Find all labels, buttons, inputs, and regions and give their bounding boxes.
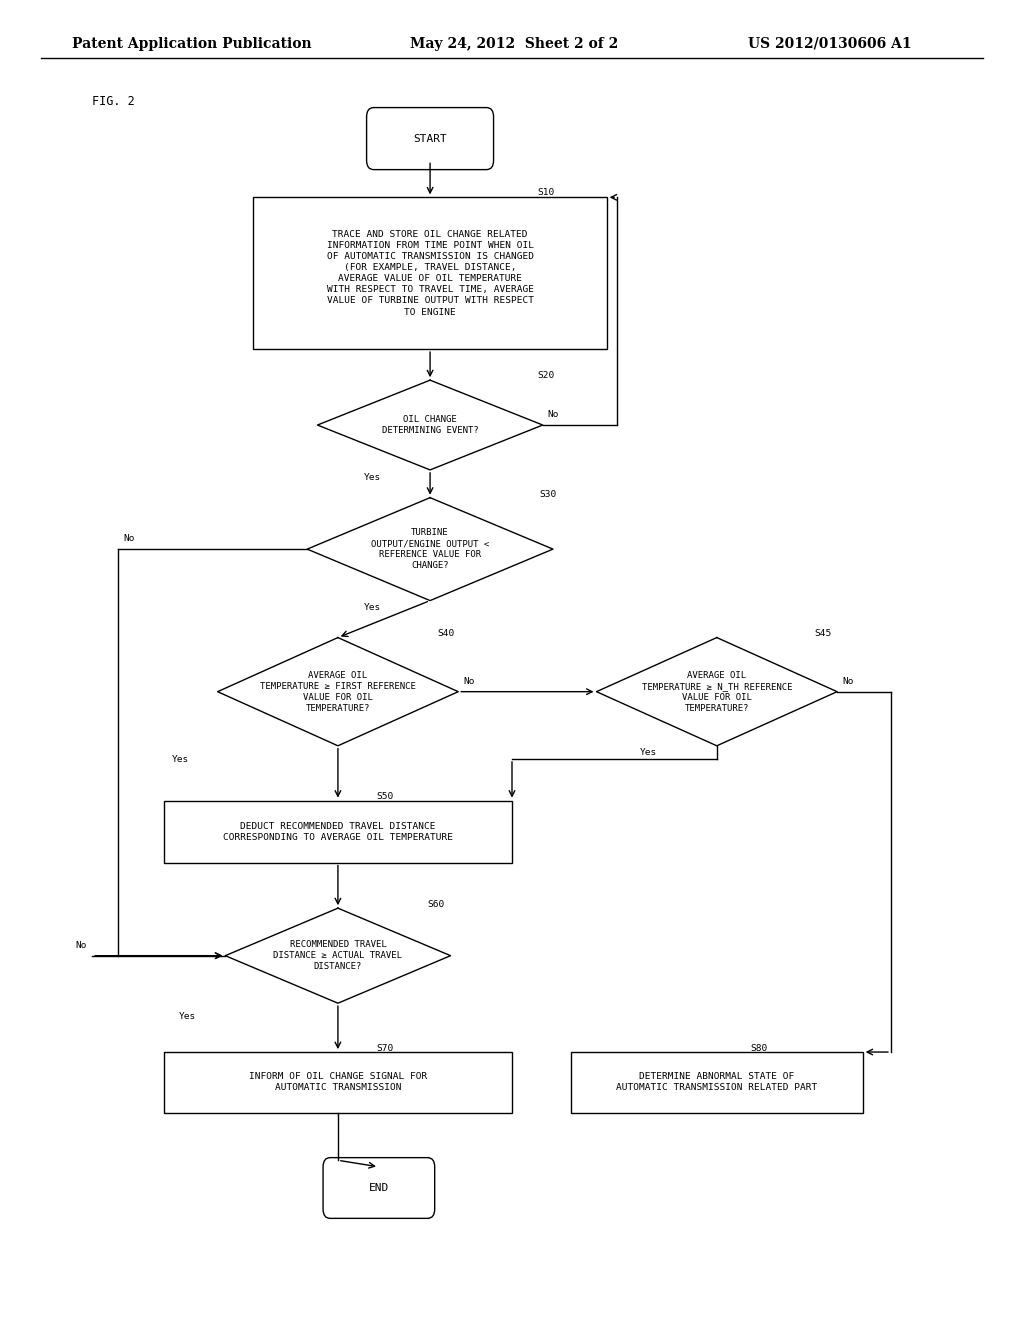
Text: Yes: Yes bbox=[179, 1012, 197, 1020]
Text: INFORM OF OIL CHANGE SIGNAL FOR
AUTOMATIC TRANSMISSION: INFORM OF OIL CHANGE SIGNAL FOR AUTOMATI… bbox=[249, 1072, 427, 1093]
FancyBboxPatch shape bbox=[324, 1158, 434, 1218]
Text: No: No bbox=[842, 677, 854, 685]
Text: Yes: Yes bbox=[172, 755, 188, 763]
Text: US 2012/0130606 A1: US 2012/0130606 A1 bbox=[748, 37, 911, 51]
Text: S80: S80 bbox=[751, 1044, 768, 1053]
Text: S70: S70 bbox=[377, 1044, 394, 1053]
Text: No: No bbox=[76, 941, 87, 949]
Text: OIL CHANGE
DETERMINING EVENT?: OIL CHANGE DETERMINING EVENT? bbox=[382, 414, 478, 436]
Text: S50: S50 bbox=[377, 792, 394, 801]
Text: S40: S40 bbox=[437, 628, 455, 638]
Text: Yes: Yes bbox=[364, 603, 381, 611]
Text: RECOMMENDED TRAVEL
DISTANCE ≥ ACTUAL TRAVEL
DISTANCE?: RECOMMENDED TRAVEL DISTANCE ≥ ACTUAL TRA… bbox=[273, 940, 402, 972]
Text: TRACE AND STORE OIL CHANGE RELATED
INFORMATION FROM TIME POINT WHEN OIL
OF AUTOM: TRACE AND STORE OIL CHANGE RELATED INFOR… bbox=[327, 230, 534, 317]
Text: S20: S20 bbox=[538, 371, 555, 380]
Text: Yes: Yes bbox=[640, 748, 657, 756]
Text: AVERAGE OIL
TEMPERATURE ≥ N_TH REFERENCE
VALUE FOR OIL
TEMPERATURE?: AVERAGE OIL TEMPERATURE ≥ N_TH REFERENCE… bbox=[642, 671, 792, 713]
Polygon shape bbox=[317, 380, 543, 470]
Polygon shape bbox=[307, 498, 553, 601]
Polygon shape bbox=[596, 638, 837, 746]
Bar bbox=[164, 1052, 512, 1113]
Text: AVERAGE OIL
TEMPERATURE ≥ FIRST REFERENCE
VALUE FOR OIL
TEMPERATURE?: AVERAGE OIL TEMPERATURE ≥ FIRST REFERENC… bbox=[260, 671, 416, 713]
Text: S10: S10 bbox=[538, 187, 555, 197]
Bar bbox=[571, 1052, 862, 1113]
Text: S30: S30 bbox=[540, 490, 557, 499]
Text: DETERMINE ABNORMAL STATE OF
AUTOMATIC TRANSMISSION RELATED PART: DETERMINE ABNORMAL STATE OF AUTOMATIC TR… bbox=[616, 1072, 817, 1093]
Text: TURBINE
OUTPUT/ENGINE OUTPUT <
REFERENCE VALUE FOR
CHANGE?: TURBINE OUTPUT/ENGINE OUTPUT < REFERENCE… bbox=[371, 528, 489, 570]
Text: May 24, 2012  Sheet 2 of 2: May 24, 2012 Sheet 2 of 2 bbox=[410, 37, 617, 51]
Bar bbox=[254, 197, 606, 348]
Text: Yes: Yes bbox=[364, 474, 381, 482]
Text: END: END bbox=[369, 1183, 389, 1193]
FancyBboxPatch shape bbox=[367, 107, 494, 169]
Text: No: No bbox=[123, 535, 134, 543]
Text: No: No bbox=[463, 677, 475, 685]
Text: FIG. 2: FIG. 2 bbox=[92, 95, 135, 108]
Text: Patent Application Publication: Patent Application Publication bbox=[72, 37, 311, 51]
Text: S45: S45 bbox=[814, 628, 831, 638]
Text: START: START bbox=[414, 133, 446, 144]
Text: No: No bbox=[548, 411, 559, 418]
Polygon shape bbox=[225, 908, 451, 1003]
Polygon shape bbox=[218, 638, 459, 746]
Text: S60: S60 bbox=[427, 900, 444, 909]
Text: DEDUCT RECOMMENDED TRAVEL DISTANCE
CORRESPONDING TO AVERAGE OIL TEMPERATURE: DEDUCT RECOMMENDED TRAVEL DISTANCE CORRE… bbox=[223, 821, 453, 842]
Bar bbox=[164, 800, 512, 863]
